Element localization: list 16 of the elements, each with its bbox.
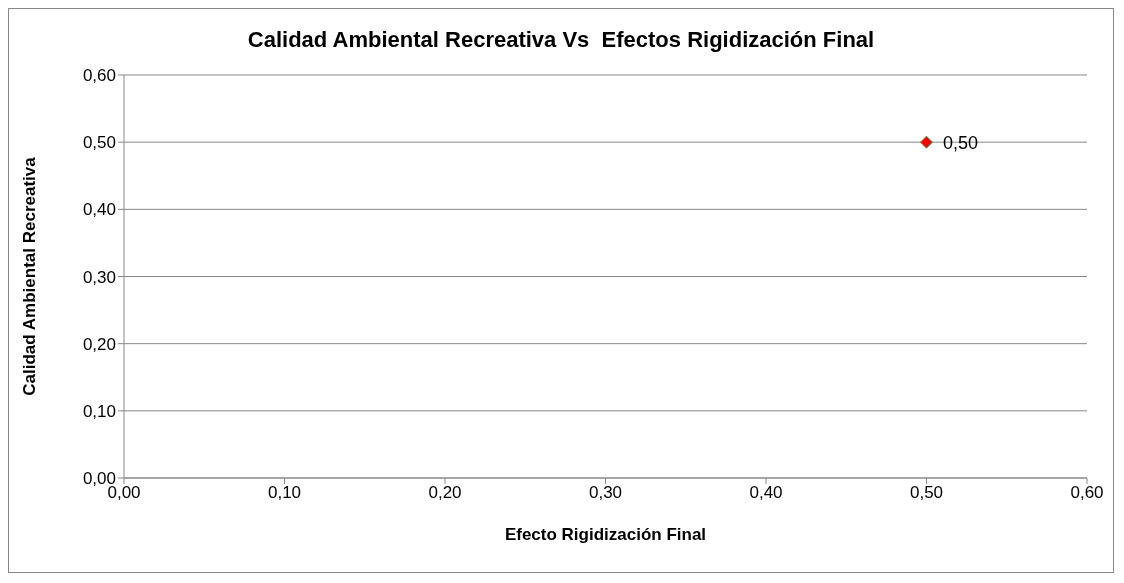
y-axis-title: Calidad Ambiental Recreativa xyxy=(20,156,40,396)
chart-title: Calidad Ambiental Recreativa Vs Efectos Rigidización Final xyxy=(246,26,876,54)
y-tick-label: 0,60 xyxy=(82,66,116,86)
x-axis-title: Efecto Rigidización Final xyxy=(504,525,707,544)
x-tick-label: 0,20 xyxy=(428,483,462,503)
y-tick-label: 0,30 xyxy=(82,267,116,287)
x-tick-label: 0,10 xyxy=(267,483,302,503)
x-tick-label: 0,60 xyxy=(1070,483,1104,503)
x-tick-label: 0,40 xyxy=(749,483,783,503)
x-tick-label: 0,30 xyxy=(588,483,623,503)
y-tick-label: 0,50 xyxy=(82,133,116,153)
y-tick-label: 0,10 xyxy=(82,401,116,421)
y-tick-label: 0,20 xyxy=(82,334,116,354)
x-tick-label: 0,50 xyxy=(909,483,944,503)
y-tick-label: 0,40 xyxy=(82,200,116,220)
data-label: 0,50 xyxy=(943,132,979,153)
